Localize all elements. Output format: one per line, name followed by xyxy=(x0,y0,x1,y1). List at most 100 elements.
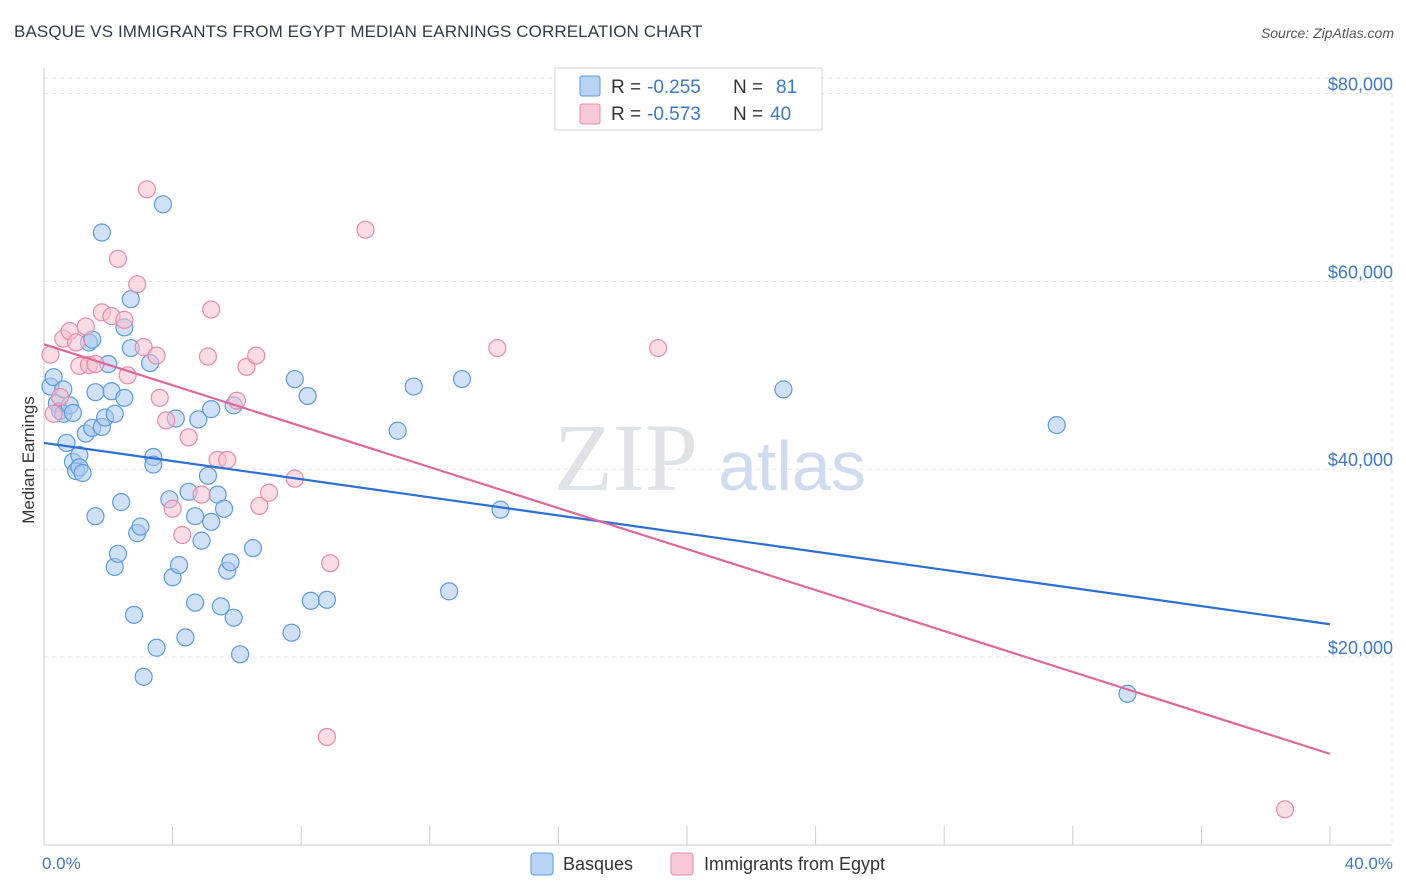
egypt-point-32 xyxy=(250,496,269,515)
egypt-point-5 xyxy=(67,333,86,352)
egypt-point-12 xyxy=(108,249,128,268)
basques-point-41 xyxy=(153,195,173,214)
basques-point-57 xyxy=(214,499,234,518)
legend-r-value-2: -0.573 xyxy=(647,104,701,125)
egypt-point-24 xyxy=(192,485,211,504)
basques-point-50 xyxy=(189,410,208,429)
axes xyxy=(43,68,1392,846)
watermark-zip: ZIP xyxy=(554,404,698,511)
legend-swatch-egypt xyxy=(579,103,601,125)
basques-point-52 xyxy=(198,466,218,485)
legend-n-value-2: 40 xyxy=(770,104,791,125)
y-axis-label: Median Earnings xyxy=(19,396,38,524)
legend-swatch-egypt-bottom xyxy=(670,852,694,876)
series-legend: Basques Immigrants from Egypt xyxy=(530,852,885,876)
egypt-point-22 xyxy=(173,525,192,545)
egypt-point-19 xyxy=(150,388,169,407)
legend-n-value-1: 81 xyxy=(776,77,797,98)
y-tick-label-1: $40,000 xyxy=(1328,450,1393,470)
egypt-point-35 xyxy=(317,727,337,747)
egypt-point-7 xyxy=(76,317,95,336)
egypt-point-33 xyxy=(259,483,279,502)
basques-point-48 xyxy=(186,507,205,526)
egypt-point-14 xyxy=(118,366,137,385)
legend-swatch-basques xyxy=(579,75,601,97)
basques-point-21 xyxy=(92,223,111,242)
trend-lines xyxy=(43,343,1331,755)
basques-point-46 xyxy=(176,628,195,647)
basques-point-28 xyxy=(112,493,131,512)
basques-point-45 xyxy=(169,555,189,575)
basques-point-31 xyxy=(121,290,140,309)
egypt-point-21 xyxy=(163,499,182,518)
basques-point-64 xyxy=(282,623,301,642)
basques-point-36 xyxy=(134,667,153,686)
legend-r-label-2: R = xyxy=(611,104,641,125)
legend-n-label-1: N = xyxy=(733,77,763,98)
egypt-point-13 xyxy=(115,310,134,329)
correlation-legend: R = -0.255 N = 81 R = -0.573 N = 40 xyxy=(554,67,823,131)
y-tick-label-0: $20,000 xyxy=(1328,638,1393,658)
basques-point-74 xyxy=(774,380,793,399)
basques-point-18 xyxy=(86,383,105,402)
basques-point-69 xyxy=(388,421,407,440)
basques-point-59 xyxy=(221,553,240,572)
watermark-atlas: atlas xyxy=(718,427,866,505)
legend-r-value-1: -0.255 xyxy=(647,77,701,98)
legend-swatch-basques-bottom xyxy=(530,852,554,876)
basques-point-73 xyxy=(491,500,510,519)
basques-point-61 xyxy=(224,608,243,627)
basques-point-30 xyxy=(115,388,134,407)
basques-point-66 xyxy=(298,386,317,406)
egypt-point-23 xyxy=(179,428,198,447)
egypt-point-39 xyxy=(648,338,668,358)
legend-r-label-1: R = xyxy=(611,77,641,98)
y-tick-labels: $20,000 $40,000 $60,000 $80,000 xyxy=(1328,74,1393,658)
basques-point-6 xyxy=(57,433,76,453)
legend-n-label-2: N = xyxy=(733,104,763,125)
egypt-point-2 xyxy=(50,387,70,407)
basques-point-19 xyxy=(86,507,105,526)
egypt-point-18 xyxy=(147,346,166,365)
basques-point-49 xyxy=(186,593,205,612)
source-attribution: Source: ZipAtlas.com xyxy=(1260,25,1394,41)
x-tick-label-1: 40.0% xyxy=(1345,854,1393,873)
egypt-point-36 xyxy=(321,554,340,573)
basques-point-75 xyxy=(1047,415,1066,435)
egypt-point-1 xyxy=(44,404,63,423)
data-points xyxy=(41,180,1295,819)
trend-line-basques xyxy=(43,441,1331,626)
egypt-point-28 xyxy=(218,450,237,469)
basques-point-40 xyxy=(147,638,166,657)
basques-point-27 xyxy=(108,544,128,563)
egypt-point-25 xyxy=(198,347,218,366)
basques-point-51 xyxy=(192,531,211,550)
basques-point-65 xyxy=(285,369,304,389)
basques-point-33 xyxy=(124,605,144,624)
egypt-point-38 xyxy=(488,338,507,358)
egypt-point-17 xyxy=(137,180,156,199)
basques-point-68 xyxy=(317,590,337,609)
x-tick-label-0: 0.0% xyxy=(42,854,81,873)
basques-point-54 xyxy=(202,512,221,531)
egypt-point-26 xyxy=(202,300,221,319)
basques-point-53 xyxy=(202,400,221,419)
basques-point-67 xyxy=(301,591,320,610)
basques-point-72 xyxy=(452,369,472,389)
egypt-point-31 xyxy=(247,346,266,365)
basques-point-76 xyxy=(1118,684,1137,703)
y-tick-label-2: $60,000 xyxy=(1328,262,1393,282)
basques-point-1 xyxy=(44,368,63,387)
basques-point-71 xyxy=(439,582,459,601)
basques-point-62 xyxy=(231,645,250,664)
egypt-point-16 xyxy=(134,338,153,357)
basques-point-63 xyxy=(243,539,263,558)
basques-point-70 xyxy=(404,377,423,396)
basques-point-56 xyxy=(211,597,230,616)
y-tick-label-3: $80,000 xyxy=(1328,74,1393,94)
egypt-point-20 xyxy=(157,411,176,430)
egypt-point-37 xyxy=(356,220,375,239)
legend-label-egypt: Immigrants from Egypt xyxy=(704,854,885,874)
basques-point-13 xyxy=(73,463,92,483)
